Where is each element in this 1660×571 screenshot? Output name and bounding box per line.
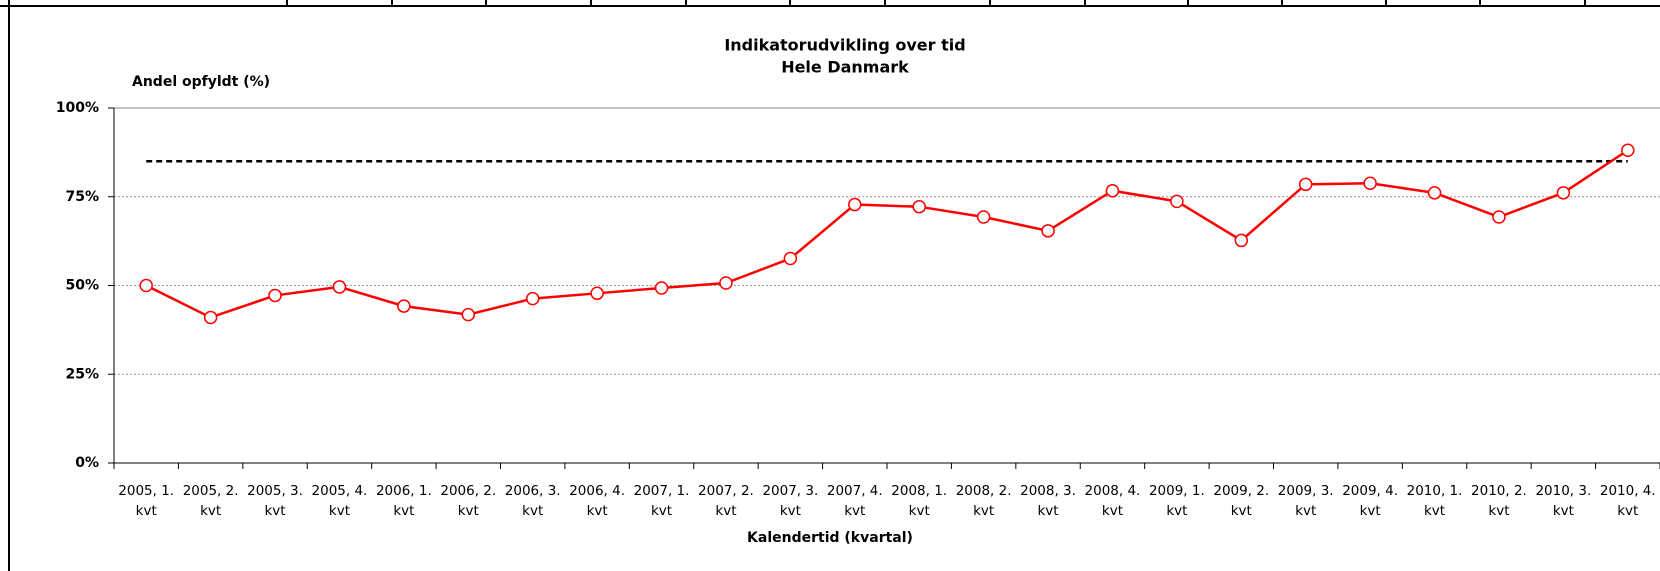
data-point [590,286,604,301]
x-tick-label: 2007, 1. kvt [633,483,690,519]
x-tick-label: 2005, 4. kvt [311,483,368,519]
data-point [976,210,991,224]
data-point [719,276,733,290]
x-axis-title: Kalendertid (kvartal) [747,530,913,546]
x-tick-label: 2008, 3. kvt [1020,483,1076,519]
y-axis-title: Andel opfyldt (%) [132,74,270,90]
x-tick-label: 2010, 4. kvt [1599,483,1656,519]
data-point [1234,233,1249,248]
data-point [1556,186,1571,200]
x-tick-label: 2006, 2. kvt [440,483,497,519]
y-tick-label: 0% [75,455,99,471]
data-point [203,310,218,325]
x-tick-label: 2007, 4. kvt [826,483,883,519]
x-tick-label: 2006, 3. kvt [504,483,561,519]
x-tick-label: 2006, 1. kvt [375,483,432,519]
data-point [654,281,669,295]
x-tick-label: 2010, 1. kvt [1406,483,1463,519]
x-tick-label: 2010, 2. kvt [1471,483,1527,519]
chart-subtitle: Hele Danmark [781,58,909,77]
data-point [1041,224,1055,238]
x-tick-label: 2009, 3. kvt [1277,483,1334,519]
x-tick-label: 2009, 4. kvt [1342,483,1399,519]
chart-title: Indikatorudvikling over tid [724,36,965,55]
data-point [1170,194,1184,209]
data-point [1492,210,1506,224]
x-tick-label: 2008, 2. kvt [955,483,1012,519]
data-point [268,288,282,303]
series-line [145,149,1629,319]
y-tick-label: 25% [65,366,99,382]
data-point [461,307,476,322]
data-point [332,280,347,294]
x-tick-label: 2005, 3. kvt [247,483,303,519]
y-tick-label: 50% [65,278,99,294]
data-point [1427,186,1442,200]
x-tick-label: 2007, 3. kvt [762,483,819,519]
x-tick-label: 2009, 2. kvt [1213,483,1270,519]
data-point [1105,183,1120,198]
x-tick-label: 2009, 1. kvt [1148,483,1205,519]
data-point [525,291,540,306]
x-tick-label: 2008, 4. kvt [1084,483,1141,519]
x-tick-label: 2005, 1. kvt [118,483,175,519]
x-tick-label: 2010, 3. kvt [1535,483,1592,519]
y-tick-label: 100% [56,100,99,116]
x-tick-label: 2005, 2. kvt [182,483,239,519]
data-point [139,278,153,293]
data-point [397,299,411,313]
data-point [1363,176,1377,191]
data-point [1621,143,1635,157]
x-tick-label: 2007, 2. kvt [698,483,754,519]
x-tick-label: 2006, 4. kvt [569,483,626,519]
x-tick-label: 2008, 1. kvt [891,483,948,519]
data-point [848,197,862,212]
data-point [783,251,798,266]
y-tick-label: 75% [65,189,99,205]
data-point [912,199,926,214]
data-point [1298,177,1313,192]
